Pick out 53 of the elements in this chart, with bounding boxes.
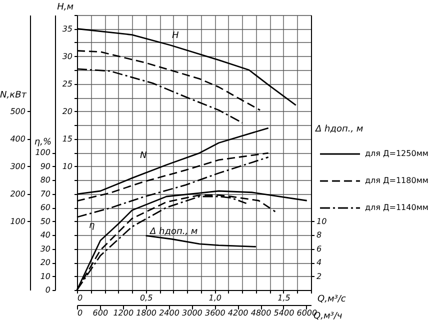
y2-tick-label: 10 [316, 216, 327, 226]
y-tick-label: 80 [40, 176, 50, 184]
y-tick-label: 40 [40, 230, 50, 240]
y2-tick-label: 6 [316, 244, 322, 254]
y-tick-label: 35 [62, 24, 72, 34]
y-tick-label: 60 [40, 203, 50, 212]
legend-label: для Д=1250мм [365, 149, 428, 158]
y-tick-label: 50 [40, 216, 50, 226]
x-tick-label: 1,5 [278, 294, 290, 302]
y-tick-label: 100 [35, 148, 50, 157]
x-axis-title: Q,м³/с [318, 294, 346, 304]
x2-tick-label: 1800 [136, 308, 157, 318]
y-tick-label: 70 [40, 189, 50, 198]
x-tick-label: 1,0 [208, 294, 222, 302]
y-tick-label: 30 [40, 244, 50, 254]
y3-tick-label: 100 [10, 216, 26, 226]
y-tick-label: 0 [45, 286, 50, 294]
annotation: N [140, 151, 147, 161]
x2-tick-label: 4800 [250, 308, 272, 318]
x2-tick-label: 600 [92, 308, 108, 318]
y-tick-label: 10 [40, 272, 50, 281]
y-tick-label: 90 [40, 162, 50, 171]
x2-tick-label: 3000 [182, 308, 202, 318]
y2-tick-label: 2 [316, 272, 322, 281]
y2-tick-label: 4 [316, 258, 322, 267]
y-axis-title: η,% [34, 138, 52, 148]
y-axis-title: H,м [57, 2, 74, 12]
y-tick-label: 15 [62, 134, 72, 144]
x2-tick-label: 3600 [204, 308, 226, 318]
x2-tick-label: 2400 [159, 308, 180, 318]
annotation: η [89, 221, 95, 231]
x-tick-label: 0 [78, 294, 83, 302]
legend-label: для Д=1180мм [365, 176, 428, 185]
x2-tick-label: 1200 [113, 308, 134, 318]
y3-tick-label: 500 [10, 106, 26, 116]
x2-tick-label: 5400 [274, 308, 294, 318]
y-tick-label: 20 [62, 106, 72, 116]
y3-tick-label: 300 [10, 162, 26, 171]
y-tick-label: 25 [62, 79, 72, 88]
x2-tick-label: 0 [78, 308, 83, 318]
legend-label: для Д=1140мм [365, 203, 428, 212]
y3-axis-title: N,кВт [0, 90, 28, 100]
annotation: Δ hдоп., м [149, 227, 198, 237]
x2-tick-label: 4200 [228, 308, 248, 318]
y-tick-label: 20 [40, 258, 50, 267]
y-tick-label: 30 [62, 52, 72, 61]
y2-axis-title: Δ hдоп., м [314, 124, 364, 134]
y3-tick-label: 400 [10, 134, 26, 144]
y-tick-label: 10 [62, 162, 72, 171]
x-tick-label: 0,5 [140, 294, 153, 302]
y2-tick-label: 8 [316, 230, 322, 240]
annotation: H [172, 31, 179, 41]
y3-tick-label: 200 [10, 189, 26, 198]
